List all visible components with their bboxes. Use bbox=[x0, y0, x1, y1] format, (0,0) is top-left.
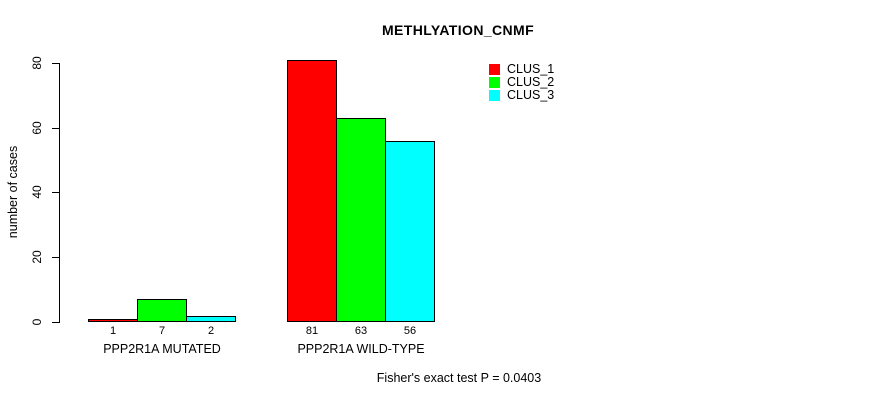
y-tick-label: 20 bbox=[30, 250, 44, 264]
y-axis-label: number of cases bbox=[6, 145, 20, 239]
bar-value-label: 81 bbox=[305, 325, 319, 337]
chart-title: METHLYATION_CNMF bbox=[381, 22, 535, 38]
bar bbox=[287, 59, 337, 322]
bar-value-label: 7 bbox=[158, 325, 166, 337]
y-axis-line bbox=[59, 62, 60, 323]
category-label: PPP2R1A MUTATED bbox=[103, 342, 221, 356]
y-tick-label: 0 bbox=[30, 318, 44, 326]
y-tick bbox=[52, 63, 59, 64]
bar-value-label: 63 bbox=[354, 325, 368, 337]
bar-value-label: 1 bbox=[109, 325, 117, 337]
y-tick-label: 40 bbox=[30, 185, 44, 199]
bar-value-label: 2 bbox=[207, 325, 215, 337]
y-tick bbox=[52, 192, 59, 193]
category-label: PPP2R1A WILD-TYPE bbox=[297, 342, 425, 356]
y-tick bbox=[52, 128, 59, 129]
legend: CLUS_1 CLUS_2 CLUS_3 bbox=[489, 62, 555, 102]
bar bbox=[137, 299, 187, 322]
legend-item: CLUS_2 bbox=[489, 75, 555, 89]
legend-label: CLUS_1 bbox=[507, 62, 555, 76]
legend-swatch bbox=[489, 64, 500, 75]
y-tick-label: 60 bbox=[30, 121, 44, 135]
footer-annotation: Fisher's exact test P = 0.0403 bbox=[376, 371, 542, 385]
bar bbox=[186, 315, 236, 322]
y-tick bbox=[52, 322, 59, 323]
y-tick-label: 80 bbox=[30, 56, 44, 70]
legend-swatch bbox=[489, 90, 500, 101]
y-tick bbox=[52, 257, 59, 258]
legend-item: CLUS_1 bbox=[489, 62, 555, 76]
bar-value-label: 56 bbox=[403, 325, 417, 337]
legend-swatch bbox=[489, 77, 500, 88]
legend-item: CLUS_3 bbox=[489, 88, 555, 102]
legend-label: CLUS_3 bbox=[507, 88, 555, 102]
bar bbox=[88, 318, 138, 322]
bar bbox=[336, 117, 386, 322]
bar bbox=[385, 140, 435, 322]
legend-label: CLUS_2 bbox=[507, 75, 555, 89]
